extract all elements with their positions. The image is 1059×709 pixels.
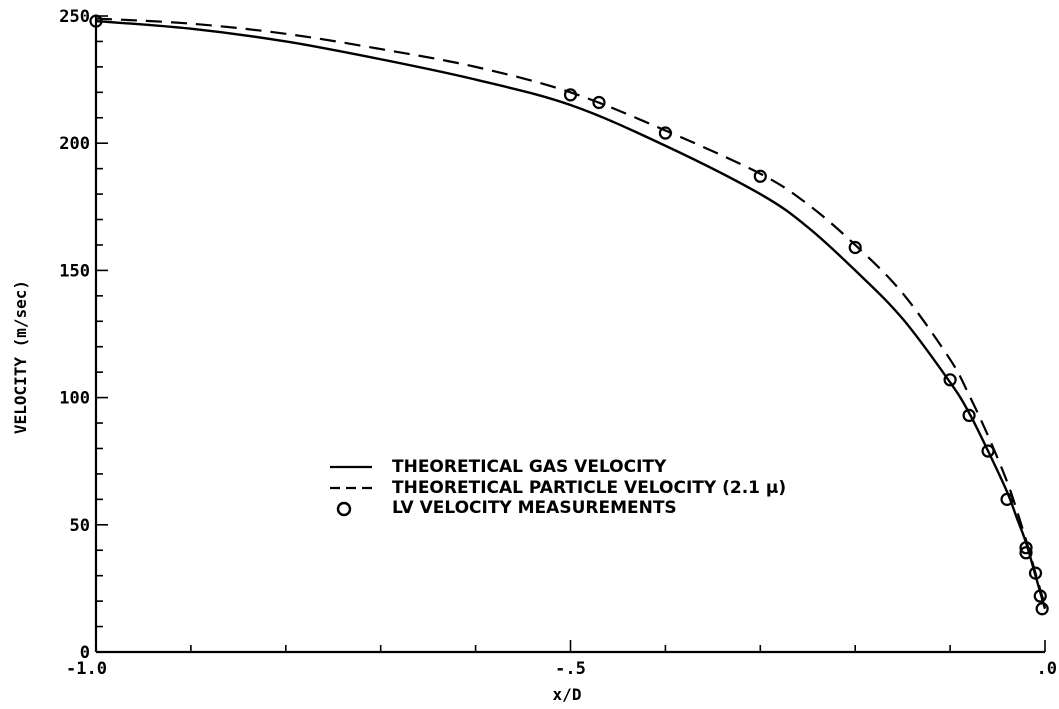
x-tick-label: -.5 [555, 659, 586, 679]
lv-measurement-point [1019, 546, 1033, 560]
gas-velocity-line [95, 19, 1047, 610]
lv-measurement-point [563, 88, 578, 102]
lv-measurement-point [1033, 589, 1047, 603]
lv-measurement-point [658, 126, 673, 140]
legend-label: LV VELOCITY MEASUREMENTS [392, 498, 677, 518]
legend-label: THEORETICAL PARTICLE VELOCITY (2.1 μ) [392, 478, 786, 498]
axes-layer: -1.0 -.5 .0 0 50 100 150 200 250 [59, 7, 1057, 679]
lv-measurement-point [1019, 541, 1033, 555]
legend-marker-circle [336, 501, 352, 517]
x-tick-label: .0 [1037, 659, 1057, 679]
legend-label: THEORETICAL GAS VELOCITY [392, 457, 667, 477]
y-axis-title: VELOCITY (m/sec) [11, 280, 30, 434]
y-tick-label: 150 [59, 261, 90, 281]
lv-measurement-point [1028, 566, 1043, 580]
particle-velocity-line [95, 17, 1047, 607]
y-tick-label: 100 [59, 389, 90, 409]
y-tick-label: 0 [80, 643, 90, 663]
series-layer [89, 14, 1049, 616]
lv-measurement-point [848, 240, 862, 255]
lv-measurement-point [1000, 492, 1014, 506]
y-tick-label: 200 [59, 134, 90, 154]
y-tick-label: 50 [70, 516, 90, 536]
y-tick-label: 250 [59, 7, 90, 27]
lv-measurement-point [943, 373, 957, 387]
x-axis-title: x/D [553, 685, 582, 704]
lv-measurement-point [592, 95, 606, 110]
lv-measurement-point [981, 444, 995, 458]
lv-measurement-point [89, 14, 103, 28]
lv-measurement-point [962, 408, 976, 423]
x-tick-label: -1.0 [66, 659, 107, 679]
lv-measurement-point [1035, 602, 1049, 616]
lv-measurement-point [753, 169, 767, 183]
